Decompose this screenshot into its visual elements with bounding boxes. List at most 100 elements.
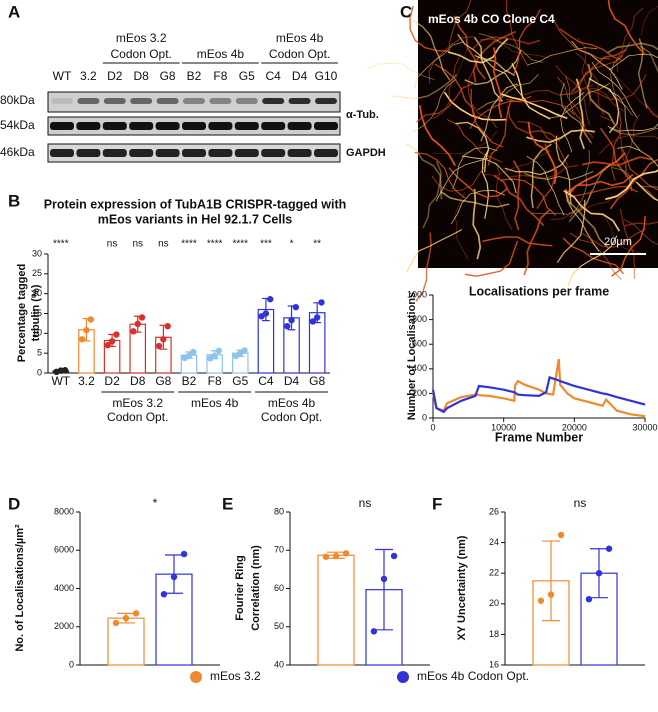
y-tick-label: 18	[489, 629, 499, 639]
lane-label: WT	[53, 69, 72, 83]
filament	[474, 54, 528, 103]
band	[208, 149, 233, 157]
data-point	[267, 296, 274, 303]
filament	[625, 113, 640, 182]
data-point	[595, 570, 603, 577]
lane-label: G10	[315, 69, 338, 83]
data-point	[318, 299, 325, 306]
filament	[639, 45, 658, 73]
x-axis-label: Frame Number	[495, 430, 583, 444]
y-tick-label: 400	[412, 363, 427, 373]
data-point	[160, 591, 168, 598]
filament	[443, 91, 507, 121]
chart-title: Protein expression of TubA1B CRISPR-tagg…	[44, 197, 347, 211]
y-tick-label: 24	[489, 537, 499, 547]
data-point	[108, 338, 116, 345]
group-label: Codon Opt.	[261, 410, 322, 424]
y-tick-label: 200	[412, 388, 427, 398]
band	[155, 149, 180, 157]
significance: **	[313, 239, 321, 250]
y-axis-label: Percentage tagged	[16, 264, 28, 362]
data-point	[605, 545, 613, 552]
filament	[556, 76, 594, 138]
filament	[464, 240, 519, 277]
data-point	[322, 553, 330, 560]
filament	[509, 164, 579, 180]
filament	[507, 105, 561, 142]
significance: ****	[53, 239, 69, 250]
legend-marker	[190, 671, 202, 683]
filament	[434, 63, 477, 121]
lane-label: 3.2	[80, 69, 97, 83]
lane-label: F8	[213, 69, 227, 83]
y-tick-label: 60	[274, 583, 284, 593]
filament	[568, 163, 611, 223]
filament	[635, 181, 658, 202]
y-tick-label: 40	[274, 659, 284, 669]
group-label: mEos 4b	[268, 396, 316, 410]
group-label: mEos 4b	[197, 47, 245, 61]
filament	[562, 237, 625, 275]
lane-label: D4	[292, 69, 308, 83]
filament	[599, 127, 633, 192]
filament	[448, 0, 472, 54]
band	[315, 98, 337, 104]
band	[234, 149, 259, 157]
filament	[527, 121, 558, 185]
filament	[612, 167, 658, 188]
filament	[446, 119, 503, 163]
x-tick-label: D8	[130, 374, 146, 388]
filament	[527, 47, 598, 66]
filament	[472, 188, 482, 260]
band	[287, 122, 312, 130]
x-tick-label: D2	[104, 374, 120, 388]
filament	[492, 47, 503, 119]
filament	[506, 0, 529, 67]
scale-bar-label: 20µm	[604, 236, 632, 248]
y-tick-label: 16	[489, 659, 499, 669]
data-point	[215, 347, 223, 354]
filament	[564, 190, 609, 249]
y-tick-label: 8000	[54, 506, 74, 516]
y-tick-label: 4000	[54, 583, 74, 593]
filament	[480, 83, 518, 142]
data-point	[112, 619, 120, 627]
significance: ****	[207, 239, 223, 250]
data-point	[155, 342, 163, 350]
y-tick-label: 0	[37, 367, 42, 377]
filament	[556, 199, 586, 263]
legend-marker	[397, 671, 409, 683]
filament	[487, 99, 512, 166]
filament	[506, 99, 575, 116]
error-bar	[375, 548, 393, 631]
group-label: mEos 4b	[191, 396, 239, 410]
filament	[577, 37, 592, 105]
filament	[452, 146, 498, 190]
filament	[560, 92, 585, 153]
data-point	[390, 552, 398, 560]
filament	[482, 236, 553, 247]
data-point	[185, 352, 193, 360]
filament	[428, 36, 474, 84]
filament	[415, 82, 474, 123]
y-tick-label: 20	[489, 598, 499, 608]
filament	[495, 161, 513, 230]
filament	[392, 74, 458, 100]
band	[234, 122, 259, 130]
filament	[414, 151, 466, 199]
panel-label: A	[8, 2, 20, 21]
band	[261, 122, 286, 130]
filament	[435, 157, 489, 202]
data-point	[313, 314, 321, 321]
filament	[464, 49, 522, 86]
filament	[367, 63, 435, 81]
y-tick-label: 6000	[54, 545, 74, 555]
legend-label: mEos 4b Codon Opt.	[417, 669, 529, 683]
filament	[484, 150, 551, 177]
data-point	[87, 316, 94, 323]
y-tick-label: 2000	[54, 621, 74, 631]
y-tick-label: 20	[32, 288, 42, 298]
x-tick-label: G8	[309, 374, 325, 388]
band	[288, 98, 311, 104]
data-point	[292, 303, 300, 311]
